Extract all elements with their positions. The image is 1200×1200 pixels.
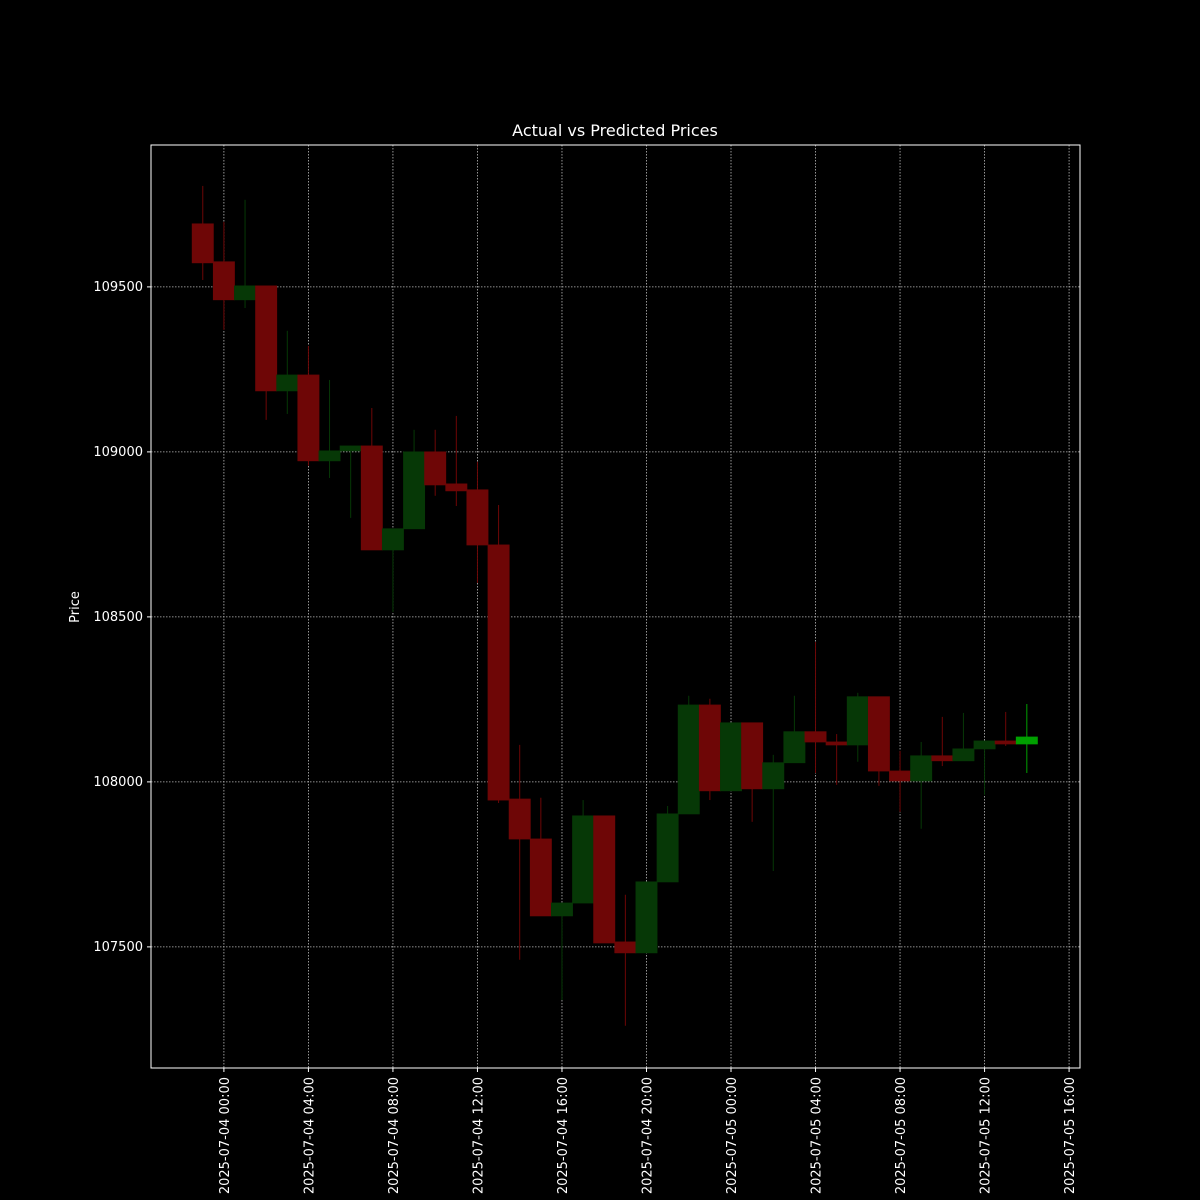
candle-body: [846, 696, 869, 746]
x-tick-label: 2025-07-04 08:00: [387, 1077, 402, 1194]
candle-body: [381, 528, 404, 551]
candle-body: [994, 740, 1017, 745]
x-tick-label: 2025-07-04 12:00: [471, 1077, 486, 1194]
y-axis-label: Price: [68, 591, 83, 623]
candle-body: [677, 704, 700, 815]
candle-body: [360, 445, 383, 551]
x-tick-label: 2025-07-04 16:00: [556, 1077, 571, 1194]
x-tick-label: 2025-07-05 12:00: [979, 1077, 994, 1194]
candle-body: [424, 451, 447, 486]
candle-body: [783, 731, 806, 764]
candle-body: [255, 285, 278, 392]
candle-body: [698, 704, 721, 792]
x-tick-label: 2025-07-05 16:00: [1063, 1077, 1078, 1194]
candle-body: [529, 838, 552, 917]
candle-body: [741, 722, 764, 790]
candle-body: [276, 374, 299, 392]
y-tick-label: 109500: [93, 280, 143, 295]
candle-body: [318, 450, 341, 462]
candle-body: [234, 285, 256, 301]
candle-body: [867, 696, 890, 772]
plot-frame: [150, 144, 1081, 1069]
candle-body: [339, 445, 362, 452]
chart-title: Actual vs Predicted Prices: [512, 121, 718, 140]
y-tick-label: 109000: [93, 445, 143, 460]
candle-body: [973, 740, 996, 750]
candle-body: [656, 813, 679, 883]
candle-body: [952, 748, 975, 762]
candle-body: [635, 881, 658, 954]
x-tick-label: 2025-07-04 04:00: [302, 1077, 317, 1194]
candle-body: [762, 762, 785, 790]
candle-body: [297, 374, 320, 462]
candle-body: [487, 544, 510, 801]
y-tick-label: 108500: [93, 610, 143, 625]
candle-body: [551, 902, 573, 917]
x-tick-label: 2025-07-04 00:00: [218, 1077, 233, 1194]
candle-body: [445, 483, 468, 492]
x-tick-label: 2025-07-05 00:00: [725, 1077, 740, 1194]
x-tick-label: 2025-07-05 08:00: [894, 1077, 909, 1194]
candle-body: [191, 223, 214, 264]
candle-body: [212, 261, 235, 301]
candle-body: [931, 755, 954, 762]
y-tick-label: 107500: [93, 940, 143, 955]
candle-body: [720, 722, 742, 792]
candle-body: [593, 815, 616, 944]
candle-body: [910, 755, 933, 782]
candle-body: [508, 798, 531, 840]
candle-body: [614, 941, 637, 954]
candle-body: [466, 489, 489, 546]
candle-body: [572, 815, 595, 904]
candle-body: [889, 770, 912, 782]
candle-body: [804, 731, 827, 743]
candle-body: [1015, 736, 1038, 745]
x-tick-label: 2025-07-05 04:00: [810, 1077, 825, 1194]
candle-body: [825, 741, 848, 746]
x-tick-label: 2025-07-04 20:00: [640, 1077, 655, 1194]
candle-body: [403, 451, 426, 530]
y-tick-label: 108000: [93, 775, 143, 790]
